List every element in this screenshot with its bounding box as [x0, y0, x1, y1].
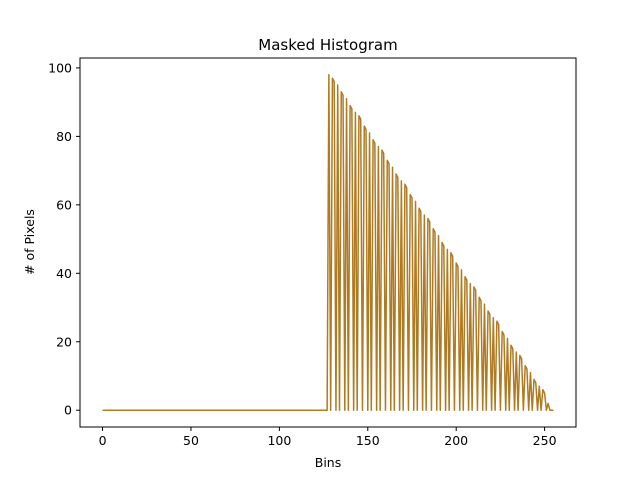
x-tick-label: 0 [99, 433, 107, 448]
y-tick-label: 20 [56, 334, 72, 349]
chart-title: Masked Histogram [258, 36, 397, 54]
x-axis: 0 50 100 150 200 250 [99, 427, 557, 448]
x-tick-label: 200 [444, 433, 468, 448]
y-tick-label: 60 [56, 197, 72, 212]
series-line-0 [102, 74, 554, 411]
x-tick-label: 50 [183, 433, 199, 448]
x-axis-label: Bins [315, 455, 341, 470]
axes-frame [79, 57, 577, 428]
y-axis-label: # of Pixels [22, 209, 37, 275]
x-tick-label: 150 [356, 433, 380, 448]
x-tick-label: 250 [533, 433, 557, 448]
y-tick-label: 100 [48, 60, 72, 75]
y-tick-label: 80 [56, 129, 72, 144]
y-axis: 0 20 40 60 80 100 [48, 60, 80, 418]
y-tick-label: 40 [56, 266, 72, 281]
y-tick-label: 0 [64, 403, 72, 418]
x-tick-label: 100 [267, 433, 291, 448]
plot-area [102, 74, 554, 411]
